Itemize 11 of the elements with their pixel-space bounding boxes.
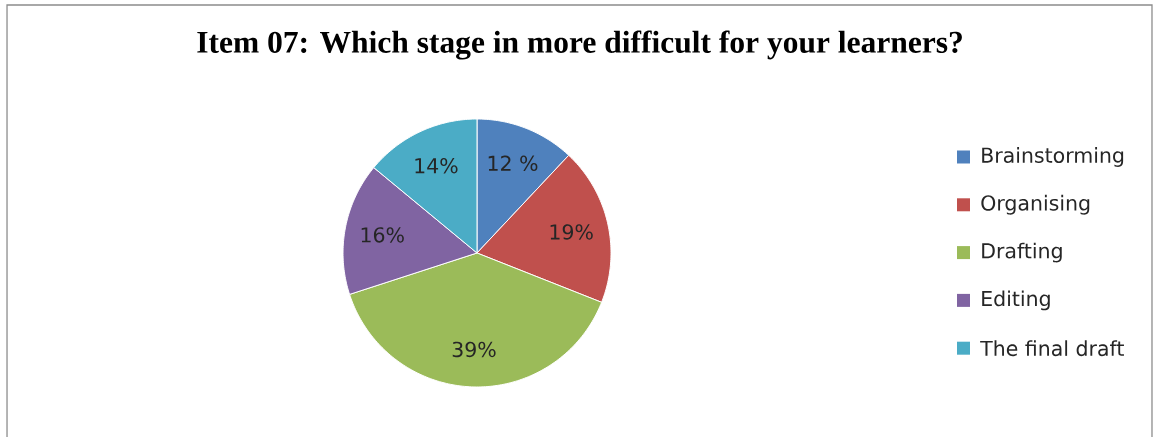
legend-label: Editing — [982, 290, 1050, 311]
legend-label: The final draft — [980, 340, 1124, 357]
data-label: 14% — [415, 158, 458, 174]
data-label: 39% — [452, 341, 496, 358]
data-label: 16% — [361, 227, 404, 243]
legend-label: Brainstorming — [982, 147, 1124, 168]
legend-label: Drafting — [982, 242, 1062, 263]
data-label: 12 % — [488, 155, 538, 172]
legend-label: Organising — [981, 195, 1090, 215]
chart-title: Item 07: Which stage in more difficult for your learners? — [197, 30, 962, 60]
data-label: 19% — [550, 224, 593, 240]
